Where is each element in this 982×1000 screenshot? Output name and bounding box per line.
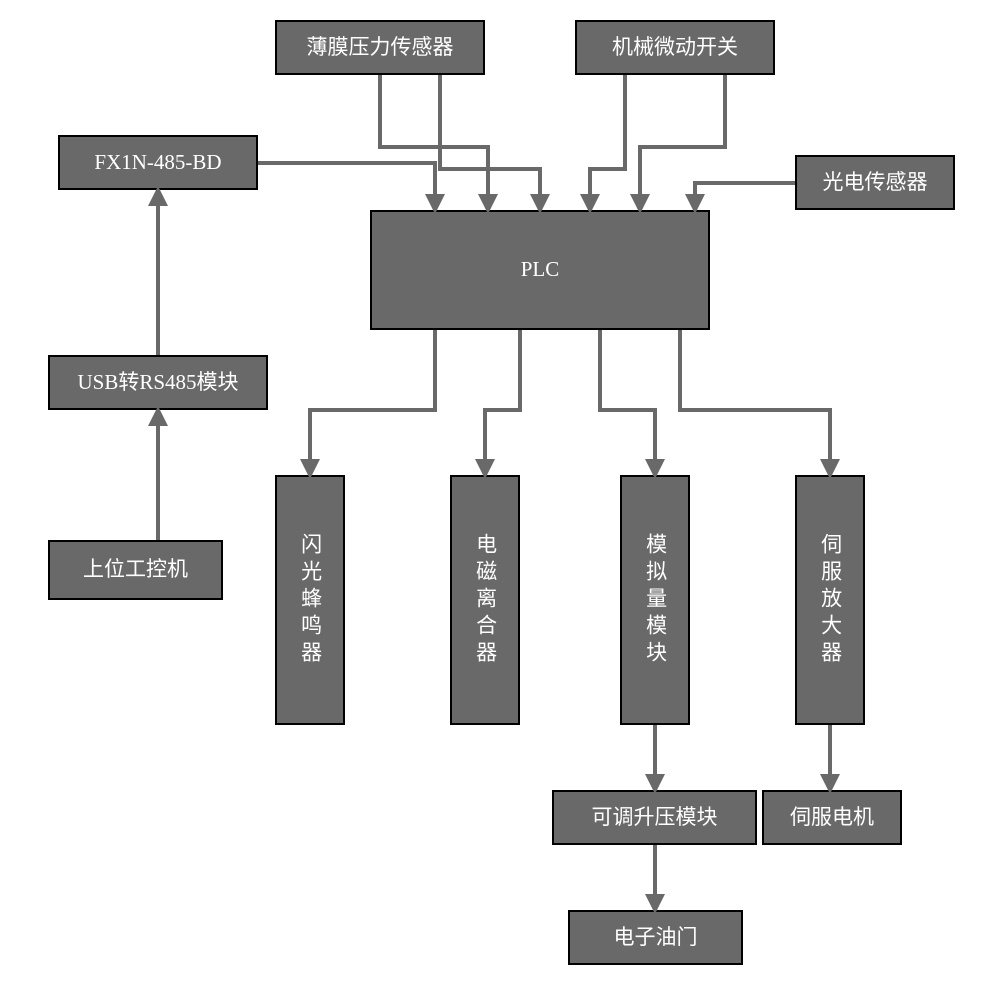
node-plc: PLC: [370, 210, 710, 330]
label: USB转RS485模块: [77, 369, 238, 396]
node-host-ipc: 上位工控机: [48, 540, 223, 600]
node-electromagnetic-clutch: 电磁离合器: [450, 475, 520, 725]
label: 薄膜压力传感器: [307, 34, 454, 61]
label: 伺服电机: [790, 804, 874, 831]
label: 模拟量模块: [641, 533, 668, 668]
node-usb-rs485-module: USB转RS485模块: [48, 355, 268, 410]
node-servo-amplifier: 伺服放大器: [795, 475, 865, 725]
label: FX1N-485-BD: [94, 149, 221, 176]
node-photo-sensor: 光电传感器: [795, 155, 955, 210]
node-servo-motor: 伺服电机: [762, 790, 902, 845]
label: 上位工控机: [83, 556, 188, 583]
node-micro-switch: 机械微动开关: [575, 20, 775, 75]
label: 机械微动开关: [612, 34, 738, 61]
label: 伺服放大器: [816, 533, 843, 668]
label: 光电传感器: [823, 169, 928, 196]
node-film-pressure-sensor: 薄膜压力传感器: [275, 20, 485, 75]
label: 闪光蜂鸣器: [296, 533, 323, 668]
node-fx1n-485-bd: FX1N-485-BD: [58, 135, 258, 190]
node-adjustable-boost-module: 可调升压模块: [552, 790, 757, 845]
node-analog-module: 模拟量模块: [620, 475, 690, 725]
label: PLC: [521, 256, 560, 283]
node-flash-buzzer: 闪光蜂鸣器: [275, 475, 345, 725]
label: 可调升压模块: [592, 804, 718, 831]
node-electronic-throttle: 电子油门: [568, 910, 743, 965]
label: 电子油门: [614, 924, 698, 951]
label: 电磁离合器: [471, 533, 498, 668]
